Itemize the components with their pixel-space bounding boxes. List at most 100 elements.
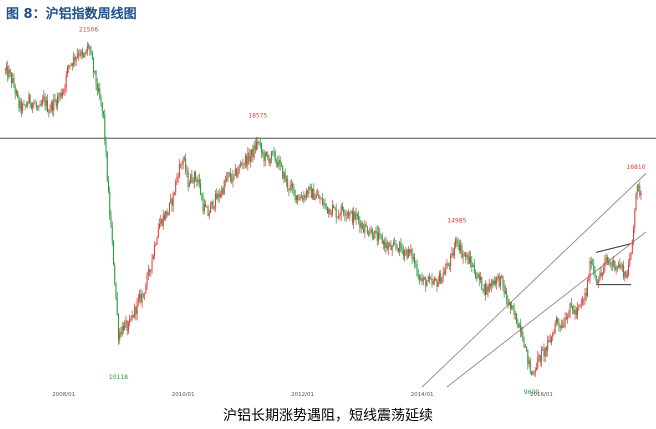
candle: [119, 328, 121, 344]
candle-body: [626, 274, 628, 278]
candle: [63, 88, 65, 96]
candle: [192, 177, 194, 185]
candle: [431, 272, 433, 288]
candle-body: [585, 292, 587, 296]
candle-body: [253, 145, 255, 158]
candle-body: [94, 70, 96, 73]
candle-body: [406, 250, 408, 258]
candle: [229, 167, 231, 183]
candle: [65, 71, 67, 93]
candle: [293, 183, 295, 196]
candle-body: [9, 69, 11, 74]
candle: [298, 194, 300, 201]
candle: [458, 240, 460, 254]
candle: [392, 239, 394, 247]
candle: [86, 41, 88, 56]
candle: [526, 346, 528, 353]
candle: [370, 225, 372, 234]
candle-body: [274, 151, 276, 161]
candle: [363, 223, 365, 234]
candle-body: [441, 277, 443, 284]
candle-body: [339, 215, 341, 216]
candle: [147, 264, 149, 280]
candle-body: [569, 303, 571, 313]
candle-body: [111, 226, 113, 242]
candle-body: [531, 371, 533, 375]
candle: [356, 212, 358, 220]
candle-body: [433, 278, 435, 282]
candle-body: [8, 69, 10, 78]
candle-body: [385, 242, 387, 248]
candle-body: [303, 195, 305, 201]
candle-body: [165, 210, 167, 220]
candle: [297, 194, 299, 206]
candle: [513, 303, 515, 320]
candle-body: [419, 276, 421, 280]
candle: [593, 258, 595, 276]
candle-body: [411, 249, 413, 259]
candle-body: [499, 276, 501, 287]
candle: [336, 216, 338, 218]
candle: [506, 287, 508, 305]
candle: [522, 326, 524, 342]
candle-body: [15, 91, 17, 94]
candle-body: [135, 306, 137, 315]
candle: [253, 141, 255, 160]
candle: [323, 198, 325, 209]
candle-body: [553, 333, 555, 335]
candle-body: [37, 106, 39, 108]
candle: [552, 331, 554, 342]
candle-body: [374, 230, 376, 239]
candle-body: [378, 232, 379, 241]
candle-body: [545, 347, 547, 351]
candle: [241, 161, 243, 167]
candle: [58, 92, 60, 104]
candle: [294, 190, 296, 203]
candle: [333, 203, 335, 209]
candle-body: [317, 194, 319, 196]
candle: [231, 173, 233, 184]
candle: [560, 319, 562, 331]
candle: [366, 225, 368, 235]
candle: [542, 346, 544, 351]
candle-body: [308, 186, 310, 194]
candle-body: [200, 183, 202, 195]
candle-body: [440, 273, 442, 284]
candle: [70, 62, 72, 67]
candle-body: [20, 101, 22, 111]
candle: [387, 242, 389, 255]
candle-body: [146, 274, 148, 286]
candle-body: [633, 227, 635, 241]
candle: [28, 91, 30, 105]
candle-body: [348, 212, 350, 217]
candle: [170, 193, 172, 205]
candle: [218, 188, 220, 203]
candle: [421, 272, 423, 286]
candle-body: [343, 209, 345, 214]
candle: [96, 78, 98, 96]
candle-body: [28, 94, 30, 104]
candle: [68, 64, 70, 73]
candle-body: [452, 252, 454, 256]
candle-body: [635, 193, 637, 211]
candle-body: [32, 103, 34, 108]
candle: [315, 190, 317, 199]
candle-body: [601, 272, 603, 276]
candle-body: [5, 66, 7, 70]
candle: [545, 345, 547, 357]
candle-body: [268, 157, 270, 164]
candle: [27, 101, 29, 109]
candle: [417, 269, 419, 281]
candle-body: [371, 229, 373, 238]
candle-body: [144, 293, 146, 295]
candle-body: [471, 261, 473, 267]
candle-body: [12, 78, 14, 84]
candle-body: [290, 184, 292, 186]
candle-body: [392, 243, 394, 247]
candle-body: [100, 98, 102, 103]
candle-body: [258, 143, 260, 144]
candle-body: [523, 340, 525, 348]
candle: [12, 72, 14, 84]
candle-body: [309, 186, 311, 188]
candle: [54, 93, 56, 103]
